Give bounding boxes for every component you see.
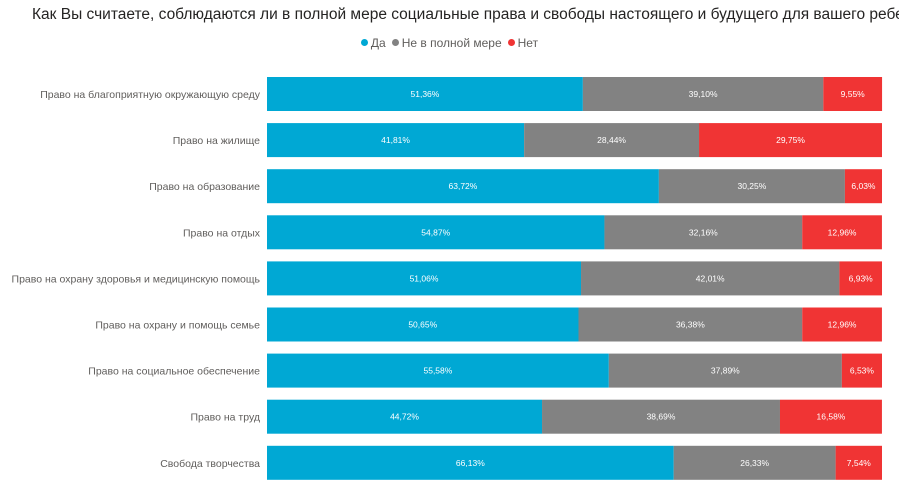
bar-segment[interactable] [267, 261, 582, 296]
data-label: 28,44% [597, 135, 626, 145]
legend-item[interactable]: Да [360, 36, 386, 50]
bar-segment[interactable] [673, 445, 836, 480]
legend-marker [507, 39, 515, 46]
bar-segment[interactable] [582, 77, 824, 111]
category-label: Право на благоприятную окружающую среду [40, 89, 261, 101]
bar-segment[interactable] [267, 215, 605, 250]
bar-segment[interactable] [802, 307, 882, 342]
data-label: 41,81% [381, 135, 410, 145]
data-label: 7,54% [847, 458, 872, 468]
bar-segment[interactable] [779, 399, 882, 434]
legend-label: Да [370, 36, 386, 50]
data-label: 6,53% [850, 366, 875, 376]
category-label: Право на охрану здоровья и медицинскую п… [12, 273, 261, 285]
data-label: 38,69% [647, 412, 676, 422]
category-label: Свобода творчества [160, 458, 260, 470]
data-label: 51,36% [411, 89, 440, 99]
data-label: 6,93% [849, 273, 874, 283]
data-label: 66,13% [456, 458, 485, 468]
data-label: 50,65% [408, 320, 437, 330]
bar-segment[interactable] [802, 215, 882, 250]
category-label: Право на образование [149, 181, 260, 193]
bar-segment[interactable] [699, 123, 882, 158]
category-label: Право на охрану и помощь семье [95, 320, 260, 332]
data-label: 6,03% [851, 181, 876, 191]
bar-segment[interactable] [604, 215, 803, 250]
category-label: Право на отдых [183, 227, 261, 239]
bar-segment[interactable] [524, 123, 700, 158]
category-label: Право на жилище [173, 135, 260, 147]
data-label: 55,58% [423, 366, 452, 376]
bar-segment[interactable] [267, 123, 525, 158]
bar-segment[interactable] [581, 261, 840, 296]
bar-segment[interactable] [835, 445, 882, 480]
legend-label: Не в полной мере [401, 36, 502, 50]
chart-legend: Да Не в полной мере Нет [0, 36, 899, 52]
legend-marker [360, 39, 368, 46]
data-label: 30,25% [737, 181, 766, 191]
data-label: 51,06% [410, 273, 439, 283]
bar-segment[interactable] [267, 445, 674, 480]
bar-segment[interactable] [823, 77, 883, 111]
bar-segment[interactable] [542, 399, 780, 434]
data-label: 12,96% [828, 227, 857, 237]
data-label: 42,01% [696, 273, 725, 283]
bar-segment[interactable] [267, 353, 609, 388]
bar-segment[interactable] [267, 169, 659, 204]
data-label: 44,72% [390, 412, 419, 422]
data-label: 12,96% [828, 320, 857, 330]
category-label: Право на труд [190, 412, 260, 424]
legend-label: Нет [517, 36, 539, 50]
bar-segment[interactable] [839, 261, 882, 296]
bar-segment[interactable] [267, 399, 543, 434]
data-label: 54,87% [421, 227, 450, 237]
stacked-bar-chart: Право на благоприятную окружающую среду 5… [12, 77, 883, 480]
data-label: 26,33% [740, 458, 769, 468]
legend-marker [391, 39, 399, 46]
bar-segment[interactable] [608, 353, 842, 388]
data-label: 29,75% [776, 135, 805, 145]
data-label: 16,58% [817, 412, 846, 422]
data-label: 39,10% [689, 89, 718, 99]
bar-segment[interactable] [844, 169, 882, 204]
bar-segment[interactable] [267, 307, 579, 342]
data-label: 36,38% [676, 320, 705, 330]
bar-segment[interactable] [841, 353, 882, 388]
data-label: 9,55% [841, 89, 866, 99]
legend-item[interactable]: Нет [507, 36, 539, 50]
bar-segment[interactable] [578, 307, 803, 342]
bar-segment[interactable] [267, 77, 583, 111]
bar-segment[interactable] [658, 169, 845, 204]
legend-item[interactable]: Не в полной мере [391, 36, 502, 50]
data-label: 37,89% [711, 366, 740, 376]
chart-title: Как Вы считаете, соблюдаются ли в полной… [32, 6, 899, 23]
data-label: 63,72% [449, 181, 478, 191]
category-label: Право на социальное обеспечение [88, 366, 260, 378]
data-label: 32,16% [689, 227, 718, 237]
